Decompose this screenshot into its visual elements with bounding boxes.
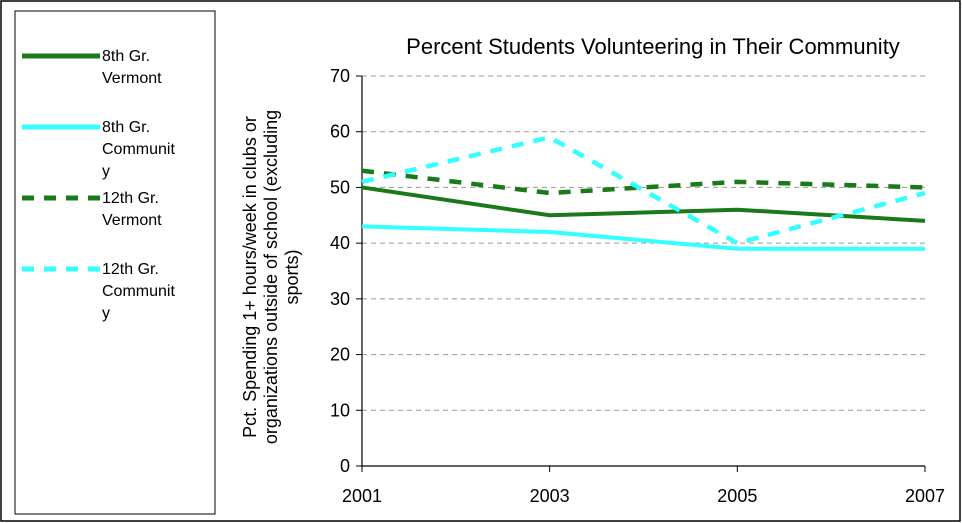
- legend-label: Vermont: [102, 70, 162, 87]
- legend-label: 8th Gr.: [102, 48, 150, 65]
- x-axis-ticks: 2001 2003 2005 2007: [342, 466, 945, 506]
- y-axis-title-line: organizations outside of school (excludi…: [261, 110, 281, 444]
- y-axis-ticks: 0 10 20 30 40 50 60 70: [330, 66, 362, 476]
- y-axis-title: Pct. Spending 1+ hours/week in clubs or o…: [240, 110, 302, 444]
- y-tick-label: 10: [330, 400, 350, 420]
- gridlines: [362, 75, 925, 411]
- y-axis-title-line: sports): [282, 249, 302, 304]
- y-tick-label: 30: [330, 289, 350, 309]
- y-tick-label: 70: [330, 66, 350, 86]
- legend-label: Communit: [102, 283, 175, 300]
- legend-label: 12th Gr.: [102, 190, 159, 207]
- series-line-3: [361, 168, 926, 196]
- legend-label: y: [102, 163, 110, 180]
- axes: [361, 76, 925, 467]
- series-lines: [361, 135, 926, 251]
- x-tick-label: 2007: [905, 486, 945, 506]
- x-tick-label: 2001: [342, 486, 382, 506]
- legend-label: y: [102, 305, 110, 322]
- legend-label: 8th Gr.: [102, 119, 150, 136]
- y-tick-label: 60: [330, 122, 350, 142]
- series-line-1: [361, 185, 926, 223]
- y-tick-label: 0: [340, 456, 350, 476]
- legend-box: [14, 10, 216, 515]
- legend: 8th Gr. Vermont 8th Gr. Communit y 12th Gr. Ve…: [22, 48, 175, 322]
- legend-label: Communit: [102, 141, 175, 158]
- x-tick-label: 2005: [717, 486, 757, 506]
- y-tick-label: 20: [330, 345, 350, 365]
- chart-title: Percent Students Volunteering in Their C…: [406, 34, 900, 59]
- y-tick-label: 40: [330, 233, 350, 253]
- y-axis-title-line: Pct. Spending 1+ hours/week in clubs or: [240, 116, 260, 438]
- series-line-2: [361, 224, 925, 251]
- y-tick-label: 50: [330, 177, 350, 197]
- legend-label: 12th Gr.: [102, 261, 159, 278]
- legend-label: Vermont: [102, 212, 162, 229]
- x-tick-label: 2003: [530, 486, 570, 506]
- series-line-4: [361, 135, 926, 246]
